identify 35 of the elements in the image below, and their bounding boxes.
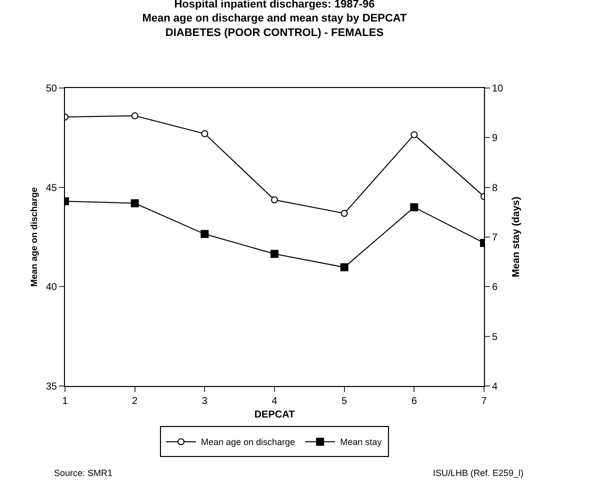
y2-tick-label: 8	[492, 182, 498, 194]
y2-tick-label: 10	[492, 84, 504, 94]
y2-tick-label: 7	[492, 232, 498, 244]
point	[201, 130, 208, 138]
point	[410, 131, 418, 138]
source-note: Source: SMR1	[54, 468, 113, 478]
y2-tick-label: 9	[492, 133, 498, 144]
legend-label: Mean stay	[340, 437, 382, 448]
x-tick-label: 7	[481, 396, 488, 407]
x-tick-label: 5	[342, 396, 348, 407]
y-tick-label: 35	[46, 382, 58, 392]
point	[340, 263, 348, 272]
y-axis-title: Mean age on discharge	[29, 187, 39, 287]
x-tick-label: 1	[62, 396, 68, 407]
y-tick-label: 45	[46, 182, 58, 194]
y2-tick-label: 5	[492, 332, 498, 343]
x-tick-label: 2	[132, 396, 138, 407]
y-tick-label: 40	[46, 282, 58, 294]
x-tick-label: 6	[411, 396, 418, 407]
y2-tick-label: 4	[492, 382, 498, 392]
point	[131, 112, 138, 120]
x-axis-title: DEPCAT	[254, 410, 295, 420]
point	[270, 250, 278, 258]
point	[340, 210, 348, 217]
x-tick-label: 4	[272, 396, 278, 407]
legend-label: Mean age on discharge	[201, 437, 296, 448]
point	[130, 199, 139, 208]
y2-axis-title: Mean stay (days)	[511, 196, 522, 278]
x-tick-label: 3	[202, 396, 208, 407]
point	[200, 230, 209, 238]
y-tick-label: 50	[46, 84, 58, 94]
point	[271, 196, 278, 204]
text: ISU/LHB (Ref. E259_l)	[433, 468, 524, 478]
y2-tick-label: 6	[492, 282, 498, 294]
point	[410, 203, 418, 212]
